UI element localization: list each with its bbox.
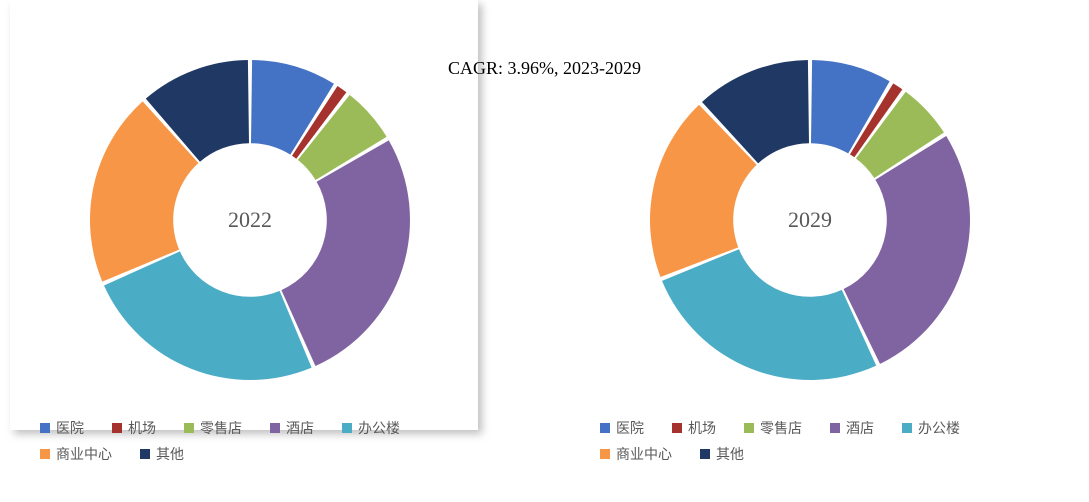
legend-marker-icon [600, 423, 610, 433]
donut-2029-center-label: 2029 [788, 207, 832, 233]
legend-item-其他: 其他 [700, 444, 744, 464]
donut-2022-center-label: 2022 [228, 207, 272, 233]
legend-marker-icon [40, 423, 50, 433]
legend-item-办公楼: 办公楼 [902, 418, 960, 438]
legend-label: 机场 [128, 418, 156, 438]
slice-办公楼 [104, 251, 312, 380]
legend-label: 其他 [716, 444, 744, 464]
legend-2029: 医院 机场 零售店 酒店 办公楼商业中心 其他 [600, 418, 1020, 470]
legend-marker-icon [140, 449, 150, 459]
legend-label: 零售店 [760, 418, 802, 438]
legend-label: 其他 [156, 444, 184, 464]
legend-marker-icon [184, 423, 194, 433]
legend-marker-icon [902, 423, 912, 433]
legend-label: 机场 [688, 418, 716, 438]
legend-item-酒店: 酒店 [270, 418, 314, 438]
legend-marker-icon [112, 423, 122, 433]
slice-酒店 [281, 140, 410, 366]
legend-label: 商业中心 [56, 444, 112, 464]
legend-label: 商业中心 [616, 444, 672, 464]
donut-2029-wrap: 2029 [620, 30, 1000, 410]
legend-marker-icon [600, 449, 610, 459]
legend-marker-icon [40, 449, 50, 459]
legend-item-商业中心: 商业中心 [40, 444, 112, 464]
legend-label: 医院 [616, 418, 644, 438]
legend-item-其他: 其他 [140, 444, 184, 464]
legend-item-商业中心: 商业中心 [600, 444, 672, 464]
legend-label: 酒店 [846, 418, 874, 438]
chart-2022-container: 2022 医院 机场 零售店 酒店 办公楼商业中心 其他 [20, 10, 480, 470]
legend-marker-icon [270, 423, 280, 433]
legend-marker-icon [342, 423, 352, 433]
legend-item-机场: 机场 [672, 418, 716, 438]
legend-marker-icon [700, 449, 710, 459]
legend-item-办公楼: 办公楼 [342, 418, 400, 438]
legend-marker-icon [744, 423, 754, 433]
legend-marker-icon [830, 423, 840, 433]
legend-marker-icon [672, 423, 682, 433]
legend-label: 办公楼 [358, 418, 400, 438]
legend-item-零售店: 零售店 [184, 418, 242, 438]
slice-酒店 [844, 136, 970, 364]
legend-label: 零售店 [200, 418, 242, 438]
chart-2029-container: 2029 医院 机场 零售店 酒店 办公楼商业中心 其他 [580, 10, 1040, 470]
legend-item-机场: 机场 [112, 418, 156, 438]
legend-label: 办公楼 [918, 418, 960, 438]
legend-label: 酒店 [286, 418, 314, 438]
legend-2022: 医院 机场 零售店 酒店 办公楼商业中心 其他 [40, 418, 460, 470]
legend-item-医院: 医院 [40, 418, 84, 438]
legend-label: 医院 [56, 418, 84, 438]
legend-item-零售店: 零售店 [744, 418, 802, 438]
legend-item-医院: 医院 [600, 418, 644, 438]
legend-item-酒店: 酒店 [830, 418, 874, 438]
donut-2022-wrap: 2022 [60, 30, 440, 410]
slice-办公楼 [662, 249, 876, 380]
